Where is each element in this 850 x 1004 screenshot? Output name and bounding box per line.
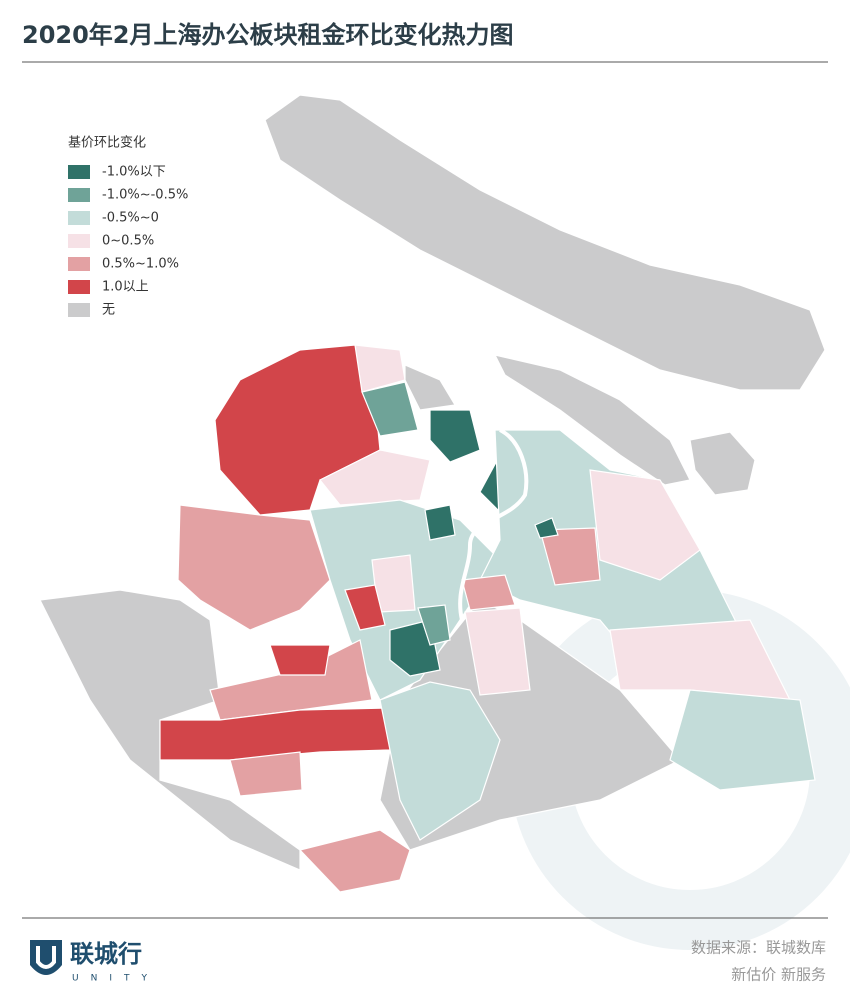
- legend-label: 1.0以上: [102, 280, 149, 295]
- river: [458, 428, 529, 621]
- source: 数据来源：联城数库: [691, 939, 826, 957]
- legend-label: -0.5%~0: [102, 211, 159, 226]
- logo: 联城行 UNITY: [30, 940, 159, 984]
- legend-label: 0.5%~1.0%: [102, 257, 179, 272]
- legend-label: -1.0%~-0.5%: [102, 188, 188, 203]
- region: [493, 354, 691, 486]
- legend-label: -1.0%以下: [102, 165, 166, 180]
- region: [669, 689, 816, 791]
- logo-mark: [36, 946, 56, 969]
- region: [361, 381, 419, 437]
- region: [379, 681, 501, 841]
- legend-swatch: [68, 188, 90, 202]
- region: [159, 707, 391, 761]
- region: [269, 644, 331, 676]
- brand-sub: UNITY: [72, 974, 159, 984]
- region: [429, 409, 481, 463]
- legend: 基价环比变化 -1.0%以下 -1.0%~-0.5% -0.5%~0 0~0.5% 0.…: [68, 135, 188, 318]
- region: [539, 527, 601, 586]
- legend-swatch: [68, 280, 90, 294]
- legend-label: 无: [102, 303, 115, 318]
- region: [39, 589, 301, 871]
- legend-swatch: [68, 211, 90, 225]
- legend-swatch: [68, 165, 90, 179]
- region: [534, 517, 559, 539]
- region: [229, 751, 303, 797]
- region: [424, 504, 456, 541]
- legend-label: 0~0.5%: [102, 234, 154, 249]
- title: 2020年2月上海办公板块租金环比变化热力图: [22, 21, 514, 49]
- region: [404, 364, 456, 411]
- region: [264, 94, 826, 391]
- region: [177, 504, 331, 631]
- brand: 联城行: [70, 940, 142, 968]
- region: [298, 829, 411, 893]
- region: [319, 449, 431, 506]
- region: [344, 584, 386, 631]
- region: [417, 604, 451, 646]
- region: [464, 607, 531, 696]
- region: [461, 574, 516, 611]
- logo-mark: [30, 940, 62, 975]
- slogan: 新估价 新服务: [731, 966, 826, 984]
- legend-title: 基价环比变化: [68, 135, 146, 151]
- legend-swatch: [68, 234, 90, 248]
- legend-swatch: [68, 303, 90, 317]
- region: [689, 431, 756, 496]
- region: [589, 469, 701, 581]
- legend-swatch: [68, 257, 90, 271]
- map: [39, 94, 826, 893]
